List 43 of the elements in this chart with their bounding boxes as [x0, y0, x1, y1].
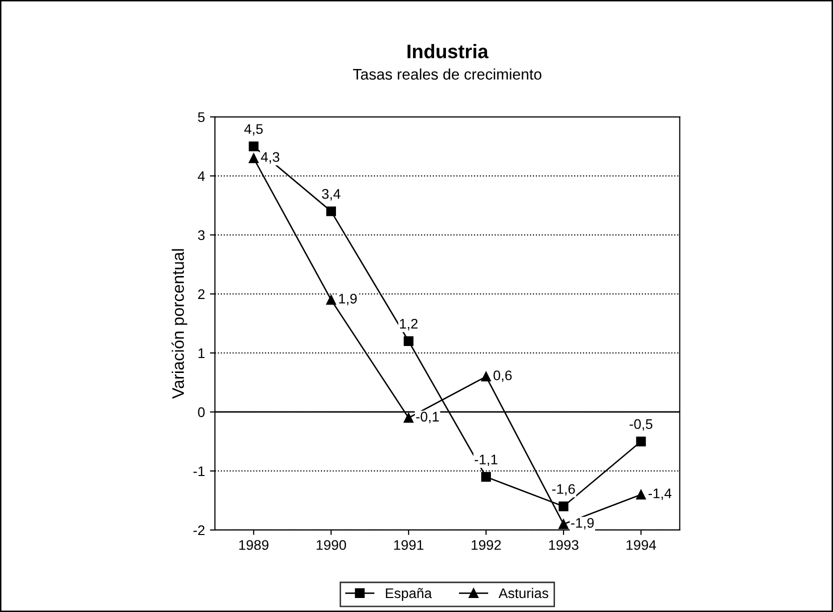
- x-tick-label: 1991: [394, 540, 424, 550]
- data-label: 1,2: [400, 318, 418, 330]
- chart-title: Industria: [408, 44, 488, 58]
- data-label: 4,5: [244, 124, 263, 136]
- point: [404, 413, 414, 423]
- point: [326, 294, 336, 305]
- x-tick-label: 1993: [549, 540, 578, 550]
- legend-label: Asturias: [498, 588, 548, 598]
- point: [636, 490, 646, 500]
- data-label: -0,1: [416, 412, 439, 424]
- data-label: 0,6: [494, 370, 512, 382]
- point: [558, 519, 568, 529]
- point: [481, 372, 491, 382]
- y-tick-label: -1: [193, 466, 205, 476]
- x-tick-label: 1989: [239, 540, 268, 550]
- point: [481, 472, 491, 482]
- point: [248, 153, 259, 164]
- x-tick-label: 1992: [472, 540, 501, 550]
- data-label: 1,9: [339, 294, 357, 306]
- y-tick-label: 3: [198, 230, 205, 240]
- legend-label: España: [386, 588, 432, 601]
- data-label: 4,3: [260, 152, 280, 164]
- data-label: -1,9: [571, 518, 594, 530]
- y-tick-label: 5: [198, 112, 205, 122]
- x-tick-label: 1994: [626, 540, 656, 550]
- y-tick-label: 0: [198, 407, 205, 418]
- point: [326, 206, 336, 216]
- chart-subtitle: Tasas reales de crecimiento: [352, 68, 542, 80]
- point: [558, 502, 568, 512]
- y-tick-label: 2: [198, 289, 204, 299]
- point: [404, 336, 414, 346]
- data-label: -1,1: [474, 454, 498, 466]
- y-tick-label: 1: [198, 348, 205, 358]
- data-label: -1,6: [552, 484, 575, 496]
- y-tick-label: -2: [193, 525, 204, 536]
- y-tick-label: 4: [198, 171, 205, 181]
- point: [636, 436, 646, 446]
- point: [248, 142, 259, 152]
- data-label: 3,4: [322, 189, 340, 200]
- data-label: -0,5: [630, 419, 652, 431]
- y-axis-title: Variación porcentual: [172, 249, 188, 399]
- x-tick-label: 1990: [316, 540, 346, 550]
- data-label: -1,4: [648, 488, 672, 500]
